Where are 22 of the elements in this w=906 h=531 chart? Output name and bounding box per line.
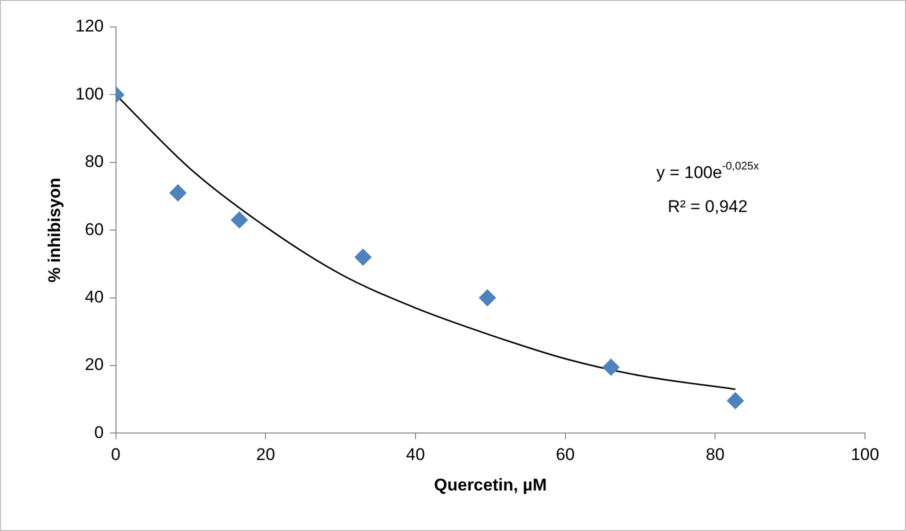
point [478, 289, 496, 306]
x-tick-label: 40 [406, 445, 425, 464]
x-tick-label: 60 [556, 445, 575, 464]
x-tick-label: 0 [111, 445, 120, 464]
x-axis-title: Quercetin, µM [434, 475, 547, 494]
y-tick-label: 40 [84, 287, 104, 306]
y-tick-label: 80 [84, 152, 104, 172]
y-tick-label: 20 [84, 355, 104, 374]
point [602, 358, 620, 376]
point [726, 392, 744, 410]
y-tick-label: 60 [84, 220, 104, 239]
y-tick-label: 100 [75, 84, 104, 104]
point [354, 248, 372, 266]
x-tick-label: 80 [706, 445, 725, 464]
y-tick-label: 120 [75, 16, 104, 36]
point [230, 211, 248, 228]
annotation: R² = 0,942 [668, 196, 748, 216]
y-tick-label: 0 [94, 422, 104, 442]
y-axis-title: % inhibisyon [44, 178, 64, 283]
x-tick-label: 20 [256, 445, 276, 464]
point [169, 184, 186, 202]
x-tick-label: 100 [850, 445, 880, 464]
